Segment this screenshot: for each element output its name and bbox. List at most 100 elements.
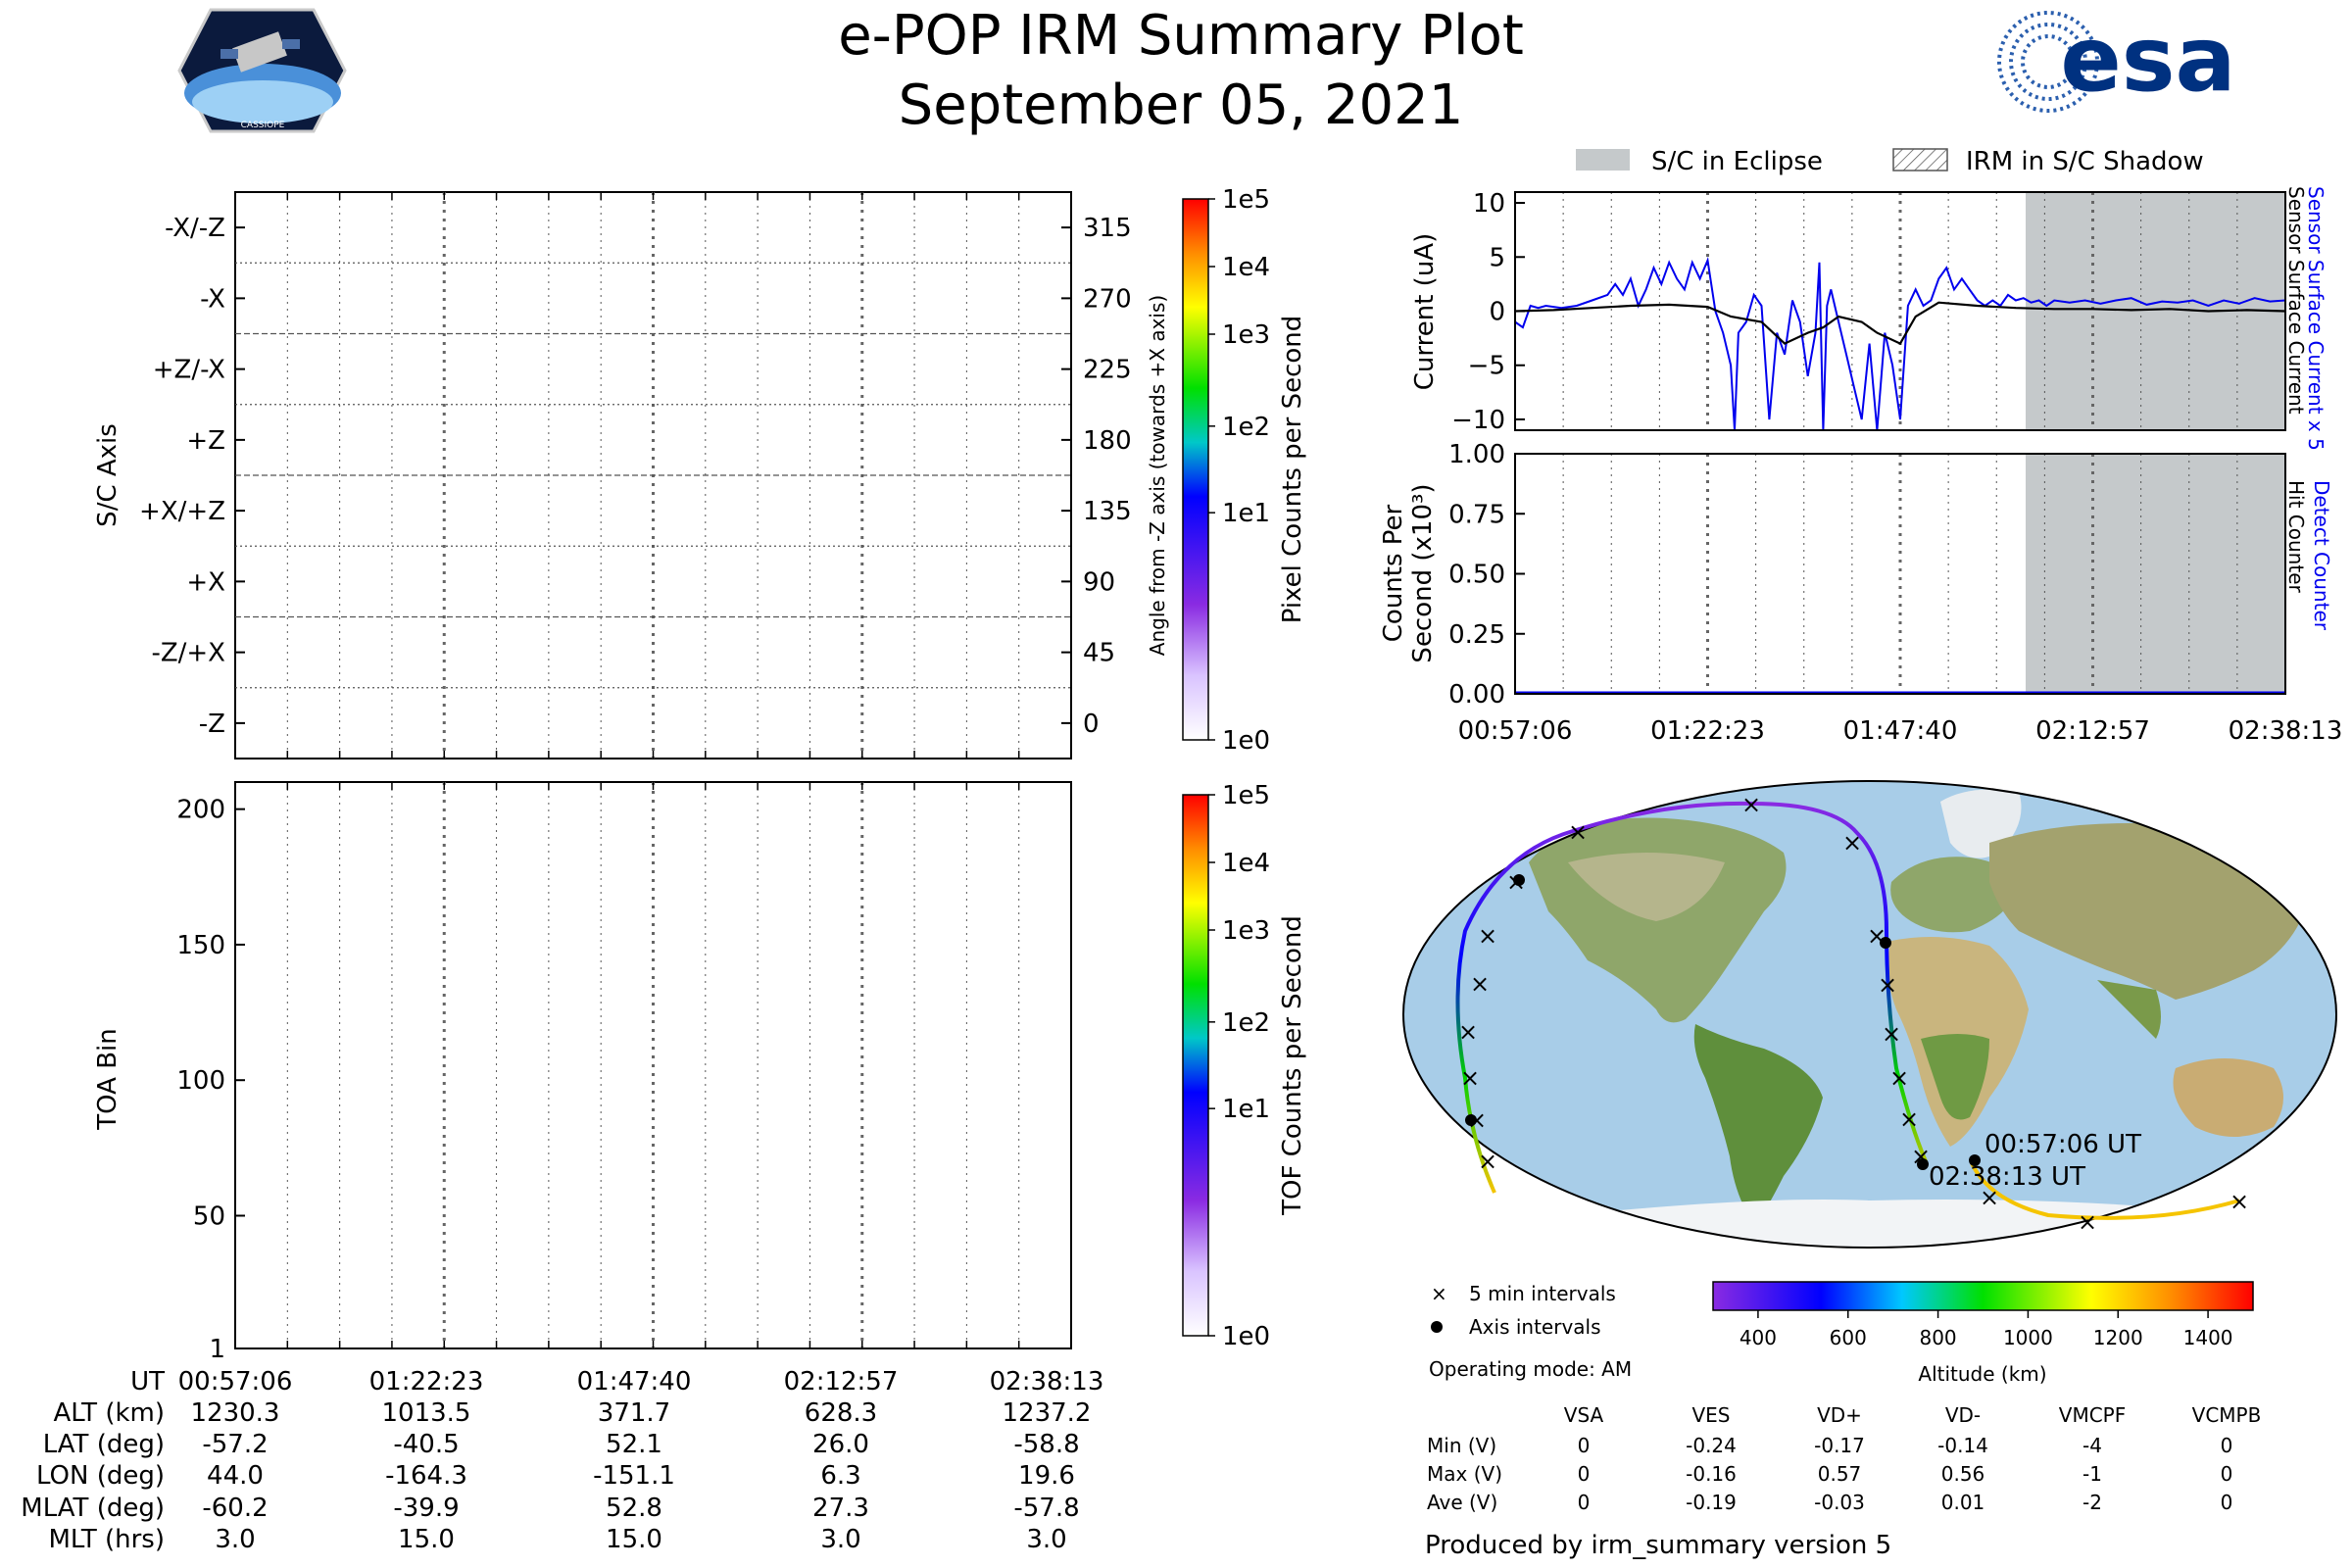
voltage-cell: 0 [2221,1462,2233,1486]
ephemeris-row-label: LAT (deg) [43,1430,165,1459]
ephemeris-cell: -40.5 [393,1430,459,1459]
time-tick-label: 02:12:57 [2035,716,2150,746]
sc-axis-tick-label: -X [200,284,225,314]
sc-axis-tick-label: -X/-Z [165,214,225,243]
five-min-marker: × [1980,1184,1999,1211]
voltage-cell: -1 [2082,1462,2102,1486]
voltage-cell: -4 [2082,1434,2102,1457]
operating-mode: Operating mode: AM [1429,1357,1632,1381]
legend-five-min: 5 min intervals [1469,1282,1616,1305]
five-min-marker: × [1842,829,1862,857]
legend-eclipse: S/C in Eclipse [1651,147,1823,176]
toa-tick-label: 1 [209,1335,225,1364]
voltage-row-label: Ave (V) [1427,1491,1497,1514]
altitude-tick-label: 400 [1740,1326,1777,1349]
counts-tick-label: 0.75 [1448,500,1505,529]
axis-interval-marker [1880,937,1891,949]
ephemeris-cell: 1237.2 [1003,1398,1092,1428]
ephemeris-cell: 628.3 [805,1398,877,1428]
toa-tick-label: 50 [193,1201,225,1231]
legend-shadow: IRM in S/C Shadow [1966,147,2204,176]
axis-interval-marker [1513,874,1525,886]
voltage-cell: -0.24 [1686,1434,1737,1457]
five-min-marker: × [1882,1020,1901,1048]
orbit-start-label: 00:57:06 UT [1984,1130,2141,1159]
voltage-cell: -0.16 [1686,1462,1737,1486]
ephemeris-row-label: ALT (km) [53,1398,165,1428]
ephemeris-cell: -39.9 [393,1494,459,1523]
colorbar-tick-label: 1e4 [1222,253,1270,282]
colorbar-tick-label: 1e2 [1222,413,1270,442]
toa-tick-label: 100 [176,1066,225,1096]
time-tick-label: 01:22:23 [1650,716,1765,746]
ephemeris-row-label: MLAT (deg) [21,1494,165,1523]
counts-tick-label: 0.50 [1448,561,1505,590]
pixel-colorbar: 1e5 1e4 1e3 1e2 1e1 1e0 Pixel Counts per Seco… [1182,185,1307,756]
ephemeris-cell: 27.3 [812,1494,869,1523]
voltage-cell: 0 [1578,1462,1591,1486]
toa-tick-label: 150 [176,931,225,960]
footer-credit: Produced by irm_summary version 5 [1425,1531,1891,1560]
tof-colorbar-label: TOF Counts per Second [1278,915,1307,1216]
sc-axis-tick-label: +X/+Z [139,497,225,526]
ephemeris-cell: -58.8 [1013,1430,1079,1459]
colorbar-tick-label: 1e4 [1222,849,1270,878]
voltage-cell: -0.17 [1814,1434,1865,1457]
five-min-marker: × [2078,1208,2097,1236]
voltage-cell: 0 [2221,1491,2233,1514]
voltage-header: VD+ [1817,1403,1862,1427]
hit-counter-label: Hit Counter [2284,480,2308,593]
counts-tick-label: 0.25 [1448,620,1505,650]
altitude-tick-label: 1000 [2003,1326,2053,1349]
eclipse-legend: S/C in Eclipse IRM in S/C Shadow [1576,147,2204,176]
page-date: September 05, 2021 [899,74,1464,137]
toa-panel: 200 150 100 50 1 TOA Bin [93,192,1072,1364]
five-min-marker: × [1568,818,1588,846]
orbit-map: ××××××××××××××××××× 00:57:06 UT 02:38:13… [1402,780,2337,1249]
ephemeris-cell: 3.0 [215,1525,255,1554]
colorbar-tick-label: 1e0 [1222,726,1270,756]
sc-axis-tick-label: +X [186,567,225,597]
voltage-header: VES [1691,1403,1730,1427]
ephemeris-cell: 15.0 [606,1525,662,1554]
ephemeris-cell: -57.2 [202,1430,268,1459]
voltage-cell: 0 [1578,1491,1591,1514]
legend-axis: Axis intervals [1469,1315,1601,1339]
ephemeris-cell: 02:12:57 [784,1367,899,1396]
ephemeris-row-label: MLT (hrs) [49,1525,166,1554]
ephemeris-cell: 01:47:40 [577,1367,692,1396]
voltage-header: VMCPF [2059,1403,2126,1427]
counts-panel: 1.00 0.75 0.50 0.25 0.00 Counts Per Second (… [1379,440,2342,746]
ephemeris-cell: 1230.3 [191,1398,280,1428]
current-tick-label: 0 [1489,298,1505,327]
ephemeris-cell: -60.2 [202,1494,268,1523]
orbit-track [1970,1162,2240,1220]
altitude-tick-label: 800 [1919,1326,1956,1349]
ephemeris-row-label: LON (deg) [36,1461,165,1491]
colorbar-tick-label: 1e1 [1222,1095,1270,1124]
ephemeris-cell: 00:57:06 [178,1367,293,1396]
five-min-marker: × [1478,922,1497,950]
voltage-cell: -0.03 [1814,1491,1865,1514]
voltage-cell: -0.14 [1937,1434,1988,1457]
current-tick-label: −5 [1468,352,1505,381]
colorbar-tick-label: 1e5 [1222,185,1270,215]
angle-tick-label: 45 [1083,639,1115,668]
time-tick-label: 01:47:40 [1843,716,1958,746]
current-tick-label: −10 [1451,406,1505,435]
ephemeris-cell: 1013.5 [382,1398,471,1428]
five-min-marker: × [1460,1064,1480,1092]
ephemeris-cell: -151.1 [593,1461,675,1491]
angle-tick-label: 225 [1083,356,1132,385]
five-min-marker: × [1458,1018,1478,1046]
pixel-colorbar-label: Pixel Counts per Second [1278,316,1307,624]
counts-ylabel-1: Counts Per [1379,504,1408,642]
ephemeris-row-label: UT [130,1367,165,1396]
angle-tick-label: 90 [1083,567,1115,597]
current-ylabel: Current (uA) [1410,233,1440,390]
sc-axis-tick-label: -Z [199,710,225,739]
voltage-cell: 0.56 [1941,1462,1985,1486]
esa-logo-text: esa [2060,7,2235,112]
voltage-cell: 0.01 [1941,1491,1985,1514]
